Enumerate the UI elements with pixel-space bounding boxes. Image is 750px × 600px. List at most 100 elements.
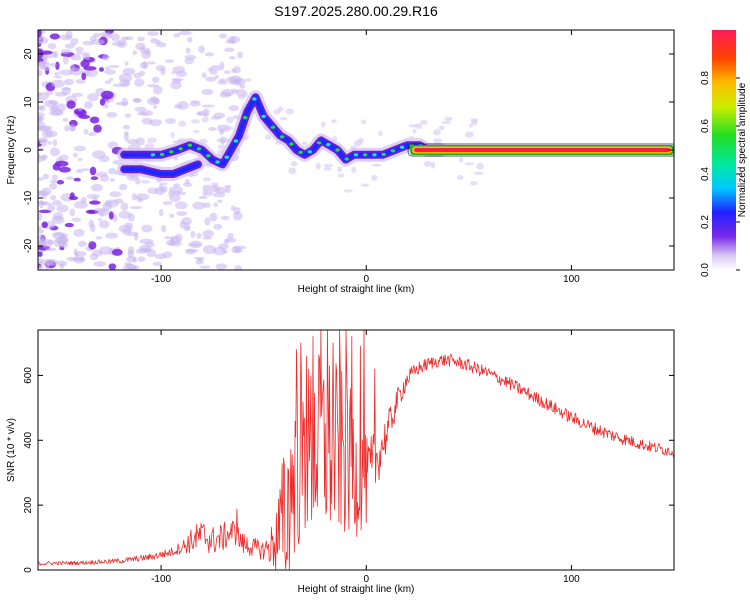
noise-blob	[141, 224, 153, 233]
ridge-hotspot	[243, 116, 248, 120]
ridge-hotspot	[270, 125, 276, 129]
noise-blob	[105, 232, 119, 239]
noise-blob	[38, 143, 42, 147]
noise-blob	[135, 42, 146, 51]
colorbar-tick-label: 0.6	[700, 119, 711, 133]
noise-blob	[49, 33, 60, 40]
noise-blob	[279, 117, 288, 121]
noise-blob	[219, 61, 225, 71]
snr-y-tick-label: 0	[23, 567, 34, 573]
noise-blob	[38, 212, 43, 221]
noise-blob	[470, 118, 479, 123]
noise-blob	[124, 132, 129, 142]
noise-blob	[190, 230, 196, 238]
noise-blob	[464, 131, 474, 138]
noise-blob	[178, 120, 187, 127]
colorbar-ticks: 0.0 0.2 0.4 0.6 0.8	[700, 71, 740, 277]
noise-blob	[89, 35, 97, 42]
spectrogram-noise	[38, 30, 485, 270]
noise-blob	[108, 167, 117, 175]
ridge-hotspot	[159, 152, 165, 157]
noise-blob	[54, 75, 63, 79]
noise-blob	[162, 200, 173, 206]
noise-blob	[38, 30, 42, 37]
noise-blob	[228, 80, 242, 85]
noise-blob	[133, 72, 142, 79]
noise-blob	[102, 103, 109, 109]
noise-blob	[39, 138, 49, 143]
noise-blob	[219, 128, 225, 135]
noise-blob	[337, 166, 342, 173]
noise-blob	[170, 131, 175, 138]
noise-blob	[70, 38, 79, 46]
noise-blob	[201, 88, 214, 96]
noise-blob	[185, 47, 191, 54]
noise-blob	[323, 167, 332, 171]
noise-blob	[82, 40, 94, 46]
colorbar: 0.0 0.2 0.4 0.6 0.8 Normalized spectral ampl…	[700, 30, 748, 277]
noise-blob	[433, 129, 441, 136]
noise-blob	[75, 79, 86, 84]
noise-blob	[69, 208, 76, 217]
noise-blob	[243, 78, 252, 82]
noise-blob	[192, 201, 206, 210]
ridge-hotspot	[279, 135, 285, 139]
noise-blob	[112, 213, 118, 223]
noise-blob	[149, 119, 162, 127]
noise-blob	[470, 180, 478, 186]
noise-blob	[285, 108, 295, 115]
noise-blob	[189, 240, 203, 249]
noise-blob	[162, 251, 173, 259]
noise-blob	[69, 124, 76, 132]
noise-blob	[153, 105, 158, 109]
noise-blob	[53, 212, 64, 221]
noise-blob	[173, 183, 181, 187]
noise-blob	[211, 186, 220, 193]
ridge-hotspot	[399, 145, 405, 149]
noise-blob	[89, 166, 97, 176]
noise-blob	[38, 200, 49, 205]
noise-blob	[98, 32, 113, 37]
noise-blob	[105, 200, 114, 205]
snr-frame	[37, 329, 675, 571]
noise-blob	[331, 119, 337, 124]
noise-blob	[90, 176, 99, 181]
noise-blob	[38, 209, 52, 214]
noise-blob	[38, 121, 46, 130]
ridge-hotspot	[381, 152, 386, 156]
noise-blob	[41, 221, 48, 229]
noise-blob	[103, 69, 116, 75]
noise-blob	[223, 238, 230, 245]
ridge-hotspot	[326, 143, 331, 147]
noise-blob	[73, 145, 87, 152]
noise-blob	[141, 50, 151, 59]
noise-blob	[49, 179, 59, 184]
noise-blob	[137, 36, 145, 42]
snr-y-tick-label: 200	[23, 496, 34, 513]
noise-blob	[38, 116, 43, 124]
noise-blob	[196, 232, 202, 239]
snr-x-tick-label: -100	[151, 574, 171, 585]
noise-blob	[218, 33, 228, 39]
noise-blob	[223, 70, 231, 74]
noise-blob	[60, 49, 72, 55]
noise-blob	[158, 209, 164, 217]
noise-blob	[164, 235, 171, 240]
noise-blob	[135, 137, 146, 146]
noise-blob	[208, 127, 217, 132]
noise-blob	[104, 66, 111, 70]
noise-blob	[430, 161, 436, 169]
noise-blob	[220, 136, 226, 143]
noise-blob	[73, 152, 78, 158]
noise-blob	[64, 222, 74, 228]
ridge-hotspot	[178, 147, 183, 151]
noise-blob	[49, 182, 57, 190]
noise-blob	[222, 250, 228, 254]
noise-blob	[227, 232, 234, 240]
noise-blob	[52, 139, 58, 147]
noise-blob	[360, 183, 370, 188]
noise-blob	[170, 81, 182, 90]
noise-blob	[124, 113, 132, 118]
spectrogram-y-tick-label: 10	[23, 96, 34, 108]
noise-blob	[93, 207, 107, 213]
